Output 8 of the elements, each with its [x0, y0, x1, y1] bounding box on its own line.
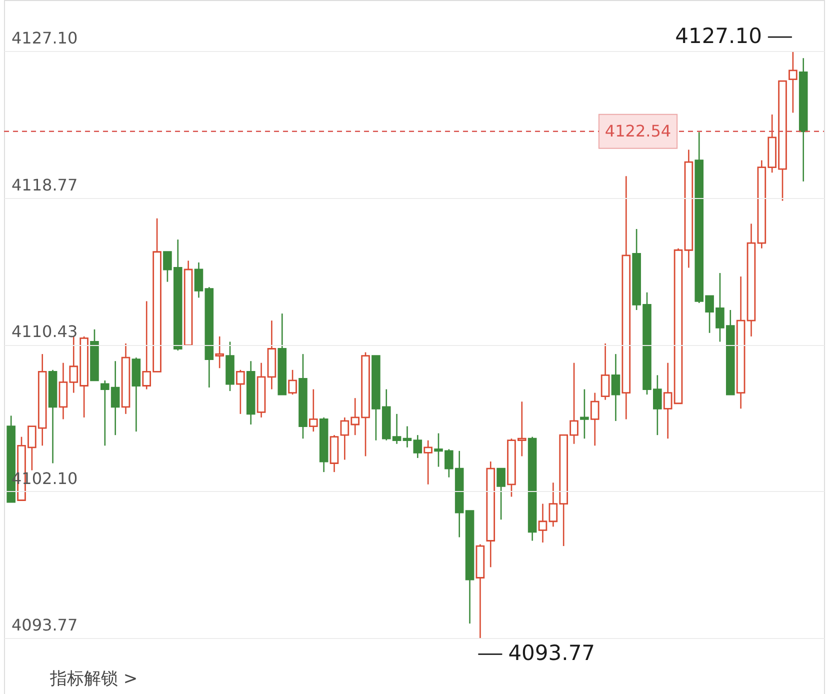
y-tick-label: 4093.77	[12, 616, 78, 635]
y-tick-label: 4127.10	[12, 28, 78, 48]
y-tick-label: 4110.43	[12, 322, 78, 342]
ref-line-label: 4122.54	[604, 121, 672, 140]
annotation: 4093.77	[508, 641, 596, 666]
annotation: 4127.10	[675, 24, 762, 48]
annotation: 指标解锁 >	[49, 669, 138, 689]
y-tick-label: 4118.77	[12, 175, 78, 194]
